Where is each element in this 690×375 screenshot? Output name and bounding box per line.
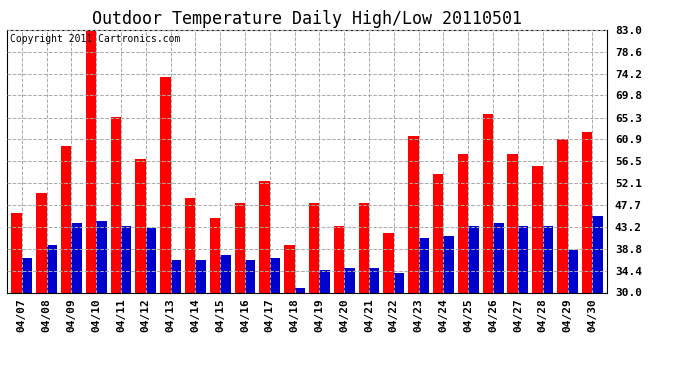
Bar: [11, 213, 22, 375]
Bar: [86, 30, 96, 375]
Bar: [384, 233, 394, 375]
Bar: [582, 132, 592, 375]
Bar: [185, 198, 195, 375]
Bar: [284, 246, 295, 375]
Bar: [245, 260, 255, 375]
Bar: [557, 139, 567, 375]
Bar: [160, 77, 170, 375]
Bar: [319, 270, 330, 375]
Bar: [344, 268, 355, 375]
Bar: [493, 223, 504, 375]
Bar: [270, 258, 280, 375]
Bar: [408, 136, 419, 375]
Bar: [419, 238, 429, 375]
Bar: [507, 154, 518, 375]
Bar: [444, 236, 454, 375]
Bar: [36, 194, 47, 375]
Bar: [135, 159, 146, 375]
Bar: [146, 228, 156, 375]
Bar: [47, 246, 57, 375]
Bar: [121, 226, 131, 375]
Bar: [220, 255, 230, 375]
Bar: [170, 260, 181, 375]
Bar: [359, 203, 369, 375]
Bar: [295, 288, 305, 375]
Bar: [592, 216, 603, 375]
Bar: [433, 174, 444, 375]
Bar: [369, 268, 380, 375]
Bar: [259, 181, 270, 375]
Bar: [61, 146, 71, 375]
Bar: [22, 258, 32, 375]
Bar: [532, 166, 543, 375]
Bar: [195, 260, 206, 375]
Bar: [110, 117, 121, 375]
Bar: [543, 226, 553, 375]
Bar: [483, 114, 493, 375]
Bar: [334, 226, 344, 375]
Bar: [469, 226, 479, 375]
Bar: [394, 273, 404, 375]
Bar: [235, 203, 245, 375]
Bar: [96, 220, 107, 375]
Bar: [518, 226, 529, 375]
Bar: [309, 203, 319, 375]
Bar: [71, 223, 82, 375]
Text: Copyright 2011 Cartronics.com: Copyright 2011 Cartronics.com: [10, 34, 180, 44]
Title: Outdoor Temperature Daily High/Low 20110501: Outdoor Temperature Daily High/Low 20110…: [92, 10, 522, 28]
Bar: [210, 218, 220, 375]
Bar: [458, 154, 469, 375]
Bar: [567, 251, 578, 375]
